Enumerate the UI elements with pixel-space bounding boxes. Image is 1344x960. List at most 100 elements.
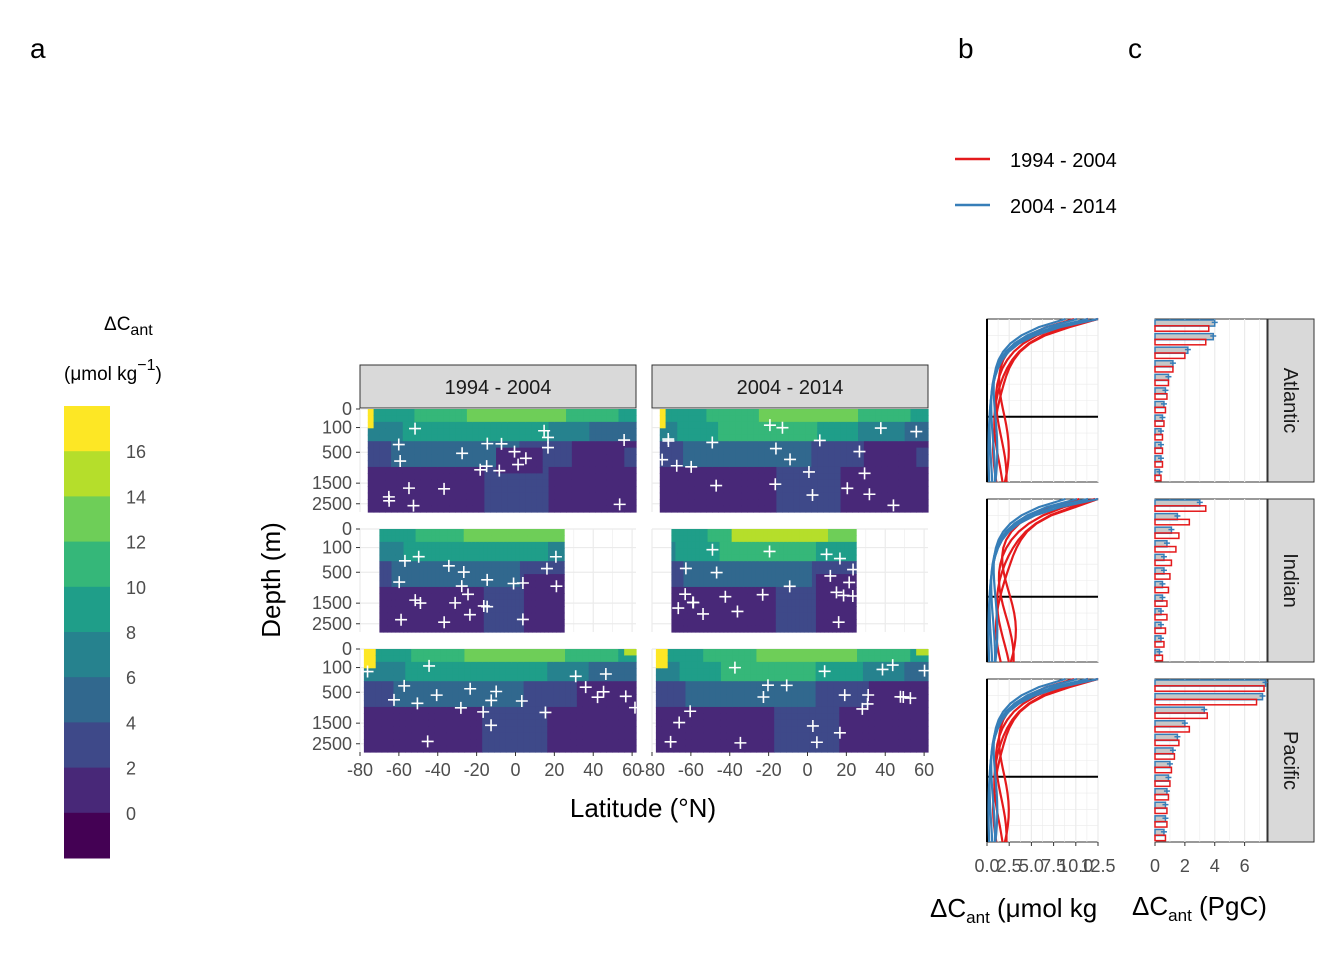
- section-cell: [723, 567, 729, 575]
- section-cell: [560, 466, 567, 474]
- section-cell: [552, 554, 557, 562]
- section-cell: [542, 454, 550, 462]
- section-cell: [367, 434, 375, 442]
- bar-period1: [1154, 613, 1168, 621]
- section-cell: [428, 732, 436, 740]
- section-cell: [893, 415, 900, 423]
- section-cell: [655, 706, 663, 714]
- section-cell: [547, 681, 554, 689]
- section-cell: [511, 668, 519, 676]
- section-cell: [548, 599, 553, 607]
- section-cell: [840, 434, 847, 442]
- section-cell: [542, 421, 550, 429]
- colorbar-tick-label: 8: [126, 623, 136, 643]
- section-cell: [403, 580, 409, 588]
- section-cell: [655, 700, 663, 708]
- section-cell: [706, 473, 713, 481]
- section-cell: [750, 687, 758, 695]
- section-cell: [793, 421, 801, 429]
- section-cell: [499, 719, 507, 727]
- section-cell: [525, 409, 532, 417]
- section-cell: [764, 466, 772, 474]
- section-cell: [363, 739, 371, 747]
- section-cell: [834, 486, 842, 494]
- section-cell: [819, 606, 825, 614]
- section-cell: [747, 554, 753, 562]
- section-cell: [471, 593, 477, 601]
- significance-cross: [393, 576, 406, 589]
- section-cell: [788, 421, 795, 429]
- section-cell: [446, 661, 454, 669]
- section-cell: [618, 719, 625, 727]
- section-cell: [391, 619, 397, 627]
- section-cell: [910, 687, 917, 695]
- section-cell: [715, 625, 721, 633]
- section-cell: [767, 580, 773, 588]
- section-cell: [420, 492, 427, 500]
- section-cell: [735, 567, 741, 575]
- colorbar-tick-label: 12: [126, 533, 146, 553]
- section-cell: [731, 574, 737, 582]
- section-cell: [751, 619, 757, 627]
- section-cell: [845, 694, 852, 702]
- section-cell: [720, 687, 728, 695]
- section-cell: [833, 681, 840, 689]
- section-cell: [606, 447, 614, 455]
- section-cell: [487, 529, 493, 537]
- section-cell: [707, 561, 713, 569]
- section-cell: [612, 739, 619, 747]
- section-cell: [852, 599, 857, 607]
- section-cell: [399, 661, 406, 669]
- section-cell: [451, 593, 457, 601]
- section-cell: [470, 726, 477, 734]
- section-cell: [741, 473, 748, 481]
- significance-cross: [731, 605, 744, 618]
- section-cell: [723, 561, 729, 569]
- section-cell: [869, 492, 877, 500]
- section-cell: [529, 674, 537, 682]
- section-cell: [851, 719, 858, 727]
- section-cell: [707, 619, 713, 627]
- section-cell: [427, 586, 433, 594]
- section-cell: [685, 661, 692, 669]
- section-cell: [542, 466, 550, 474]
- section-cell: [768, 674, 775, 682]
- section-cell: [403, 535, 409, 543]
- facet-strip-1: [359, 364, 637, 409]
- section-cell: [799, 548, 805, 556]
- section-cell: [395, 561, 401, 569]
- section-cell: [679, 668, 687, 676]
- section-cell: [776, 454, 783, 462]
- section-cell: [519, 473, 526, 481]
- section-cell: [630, 499, 637, 507]
- section-cell: [661, 668, 669, 676]
- section-cell: [874, 700, 882, 708]
- section-cell: [739, 580, 745, 588]
- section-cell: [411, 719, 418, 727]
- section-cell: [595, 466, 602, 474]
- basin-strip-label: Indian: [1279, 553, 1301, 608]
- significance-cross: [591, 691, 604, 704]
- section-cell: [875, 492, 882, 500]
- section-cell: [541, 706, 548, 714]
- section-cell: [755, 574, 761, 582]
- section-cell: [858, 454, 865, 462]
- section-cell: [857, 687, 864, 695]
- section-cell: [875, 460, 882, 468]
- section-cell: [711, 593, 717, 601]
- section-cell: [763, 561, 769, 569]
- section-cell: [482, 719, 489, 727]
- section-cell: [809, 674, 817, 682]
- section-cell: [718, 434, 725, 442]
- section-cell: [834, 499, 842, 507]
- section-cell: [483, 612, 489, 620]
- section-cell: [846, 434, 853, 442]
- section-cell: [707, 548, 713, 556]
- section-cell: [548, 548, 553, 556]
- section-cell: [758, 466, 766, 474]
- section-cell: [833, 674, 840, 682]
- section-cell: [624, 700, 631, 708]
- section-cell: [379, 586, 385, 594]
- section-cell: [799, 441, 807, 449]
- section-cell: [763, 567, 769, 575]
